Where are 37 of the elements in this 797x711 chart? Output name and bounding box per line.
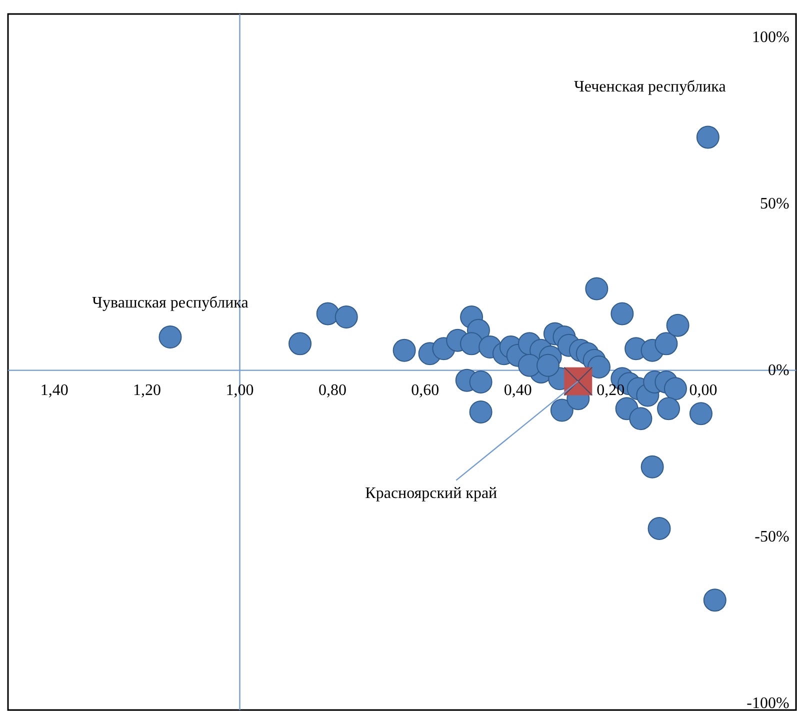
point	[518, 354, 541, 377]
point	[469, 370, 492, 394]
annotation: Красноярский край	[365, 484, 498, 502]
y-tick-label: 50%	[760, 195, 790, 212]
x-tick-label: 0,40	[504, 382, 532, 399]
point	[550, 398, 574, 422]
y-tick-label: -100%	[746, 694, 790, 711]
point	[657, 397, 680, 420]
point	[316, 302, 340, 326]
point	[585, 277, 608, 300]
x-tick-label: 0,60	[411, 382, 440, 399]
point	[664, 377, 687, 400]
point	[629, 407, 652, 430]
x-tick-label: 0,20	[596, 382, 625, 399]
point	[689, 402, 712, 426]
y-tick-label: -50%	[754, 528, 790, 546]
point	[666, 314, 690, 337]
x-tick-label: 1,20	[133, 382, 162, 399]
point	[334, 306, 358, 329]
point	[158, 326, 182, 349]
point	[469, 400, 492, 424]
x-tick-label: 1,40	[40, 382, 68, 399]
annotation: Чеченская республика	[574, 78, 726, 96]
point	[536, 354, 560, 377]
point	[610, 302, 634, 326]
point	[696, 126, 720, 149]
point	[288, 332, 312, 356]
point	[648, 517, 671, 540]
x-tick-label: 0,00	[689, 382, 718, 399]
point	[588, 355, 610, 378]
point	[654, 332, 678, 356]
point	[392, 338, 416, 362]
point	[703, 588, 726, 612]
y-tick-label: 100%	[752, 28, 790, 46]
x-tick-label: 0,80	[318, 382, 346, 399]
point	[640, 455, 664, 478]
point	[460, 332, 484, 356]
